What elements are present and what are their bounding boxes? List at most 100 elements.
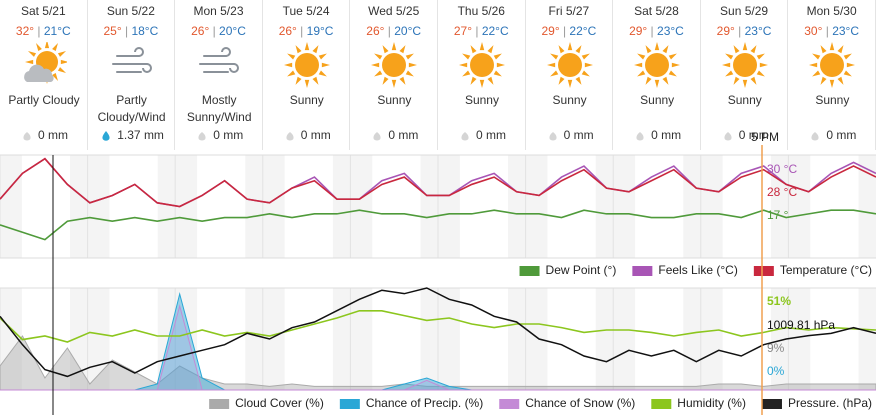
precip-icon bbox=[636, 131, 644, 141]
sun-ray bbox=[487, 45, 494, 54]
sun-ray bbox=[371, 62, 380, 68]
night-shade bbox=[788, 288, 811, 390]
night-shade bbox=[420, 288, 438, 390]
sun-ray bbox=[392, 79, 397, 88]
day-temps: 26° | 20°C bbox=[175, 24, 262, 38]
sun-ray bbox=[634, 62, 643, 68]
night-shade bbox=[0, 288, 22, 390]
condition: Sunny bbox=[727, 93, 762, 107]
precipitation: 0 mm bbox=[711, 128, 781, 142]
separator: | bbox=[822, 24, 833, 38]
legend: Pressure. (hPa) Humidity (%) Chance of Sno… bbox=[209, 396, 872, 410]
day-temps: 26° | 20°C bbox=[350, 24, 437, 38]
legend: Temperature (°C) Feels Like (°C) Dew Point… bbox=[519, 263, 872, 277]
day-date: Thu 5/26 bbox=[457, 4, 505, 18]
wind-curl bbox=[133, 47, 152, 73]
high-temp: 26° bbox=[278, 24, 297, 38]
precip-icon bbox=[724, 131, 732, 141]
day-column: Sat 5/21 32° | 21°C Partly Cloudy 0 mm bbox=[0, 0, 88, 150]
drop bbox=[102, 130, 110, 141]
legend-swatch bbox=[651, 399, 672, 409]
legend-swatch bbox=[499, 399, 520, 409]
sun-disc bbox=[382, 53, 407, 77]
separator: | bbox=[647, 24, 658, 38]
day-temps: 29° | 22°C bbox=[526, 24, 613, 38]
day-column: Wed 5/25 26° | 20°C Sunny 0 mm bbox=[350, 0, 438, 150]
day-date: Sun 5/29 bbox=[720, 4, 769, 18]
night-shade bbox=[700, 288, 723, 390]
sun-ray bbox=[759, 62, 768, 68]
sun-ray bbox=[304, 42, 310, 51]
precipitation: 0 mm bbox=[360, 128, 430, 142]
legend-label: Humidity (%) bbox=[677, 396, 746, 410]
night-shade bbox=[262, 155, 285, 258]
sun-ray bbox=[462, 70, 471, 77]
night-shade bbox=[350, 288, 373, 390]
sun-ray bbox=[321, 62, 330, 68]
sun-ray bbox=[318, 53, 327, 60]
sun-ray bbox=[558, 76, 565, 85]
high-temp: 29° bbox=[716, 24, 735, 38]
night-shade bbox=[175, 155, 198, 258]
precip-icon bbox=[548, 131, 557, 141]
sun-ray bbox=[575, 76, 582, 85]
weather-icon bbox=[546, 42, 593, 88]
high-temp: 25° bbox=[103, 24, 122, 38]
sun-ray bbox=[295, 76, 302, 85]
sun-ray bbox=[812, 70, 821, 77]
weather-icon bbox=[199, 47, 240, 73]
low-temp: 22°C bbox=[481, 24, 509, 38]
sun-ray bbox=[581, 70, 590, 77]
sun-ray bbox=[820, 76, 827, 85]
legend-swatch bbox=[339, 399, 360, 409]
drop bbox=[548, 131, 557, 141]
legend-label: Chance of Precip. (%) bbox=[366, 396, 483, 410]
precipitation: 0 mm bbox=[273, 128, 343, 142]
sun-ray bbox=[312, 45, 319, 54]
night-shade bbox=[613, 155, 636, 258]
sun-ray bbox=[462, 53, 471, 60]
precip-icon bbox=[102, 130, 110, 141]
sun-ray bbox=[812, 53, 821, 60]
legend-label: Temperature (°C) bbox=[780, 263, 872, 277]
day-column: Sun 5/29 29° | 23°C Sunny 0 mm bbox=[701, 0, 789, 150]
day-temps: 32° | 21°C bbox=[0, 24, 87, 38]
drop bbox=[724, 131, 732, 141]
weather-icon bbox=[634, 42, 681, 88]
sun-ray bbox=[487, 76, 494, 85]
night-shade bbox=[332, 155, 351, 258]
sun-ray bbox=[844, 70, 853, 77]
sun-ray bbox=[57, 51, 67, 57]
sun-ray bbox=[820, 45, 827, 54]
night-shade bbox=[87, 155, 110, 258]
day-date: Tue 5/24 bbox=[282, 4, 330, 18]
night-shade bbox=[438, 155, 460, 258]
sun-ray bbox=[406, 70, 415, 77]
sun-ray bbox=[60, 59, 67, 65]
low-temp: 18°C bbox=[131, 24, 159, 38]
night-shade bbox=[332, 288, 351, 390]
sun-ray bbox=[496, 62, 505, 68]
sun-ray bbox=[654, 79, 660, 88]
day-temps: 27° | 22°C bbox=[438, 24, 525, 38]
night-shade bbox=[700, 155, 723, 258]
night-shade bbox=[595, 288, 614, 390]
sun-ray bbox=[575, 45, 582, 54]
sun-ray bbox=[567, 42, 572, 51]
readout: 28 °C bbox=[767, 185, 797, 199]
weather-icon bbox=[24, 42, 67, 84]
sun-ray bbox=[584, 62, 593, 68]
separator: | bbox=[209, 24, 220, 38]
legend-swatch bbox=[519, 266, 540, 276]
condition: Sunny bbox=[552, 93, 587, 107]
line bbox=[0, 157, 876, 208]
condition: Partly Cloudy bbox=[8, 93, 80, 107]
sun-ray bbox=[52, 42, 58, 52]
precipitation: 0 mm bbox=[185, 128, 255, 142]
sun-ray bbox=[742, 42, 747, 51]
sun-ray bbox=[25, 59, 34, 65]
high-temp: 29° bbox=[629, 24, 648, 38]
sun-ray bbox=[724, 53, 734, 60]
legend-label: Feels Like (°C) bbox=[658, 263, 737, 277]
night-shade bbox=[770, 155, 789, 258]
